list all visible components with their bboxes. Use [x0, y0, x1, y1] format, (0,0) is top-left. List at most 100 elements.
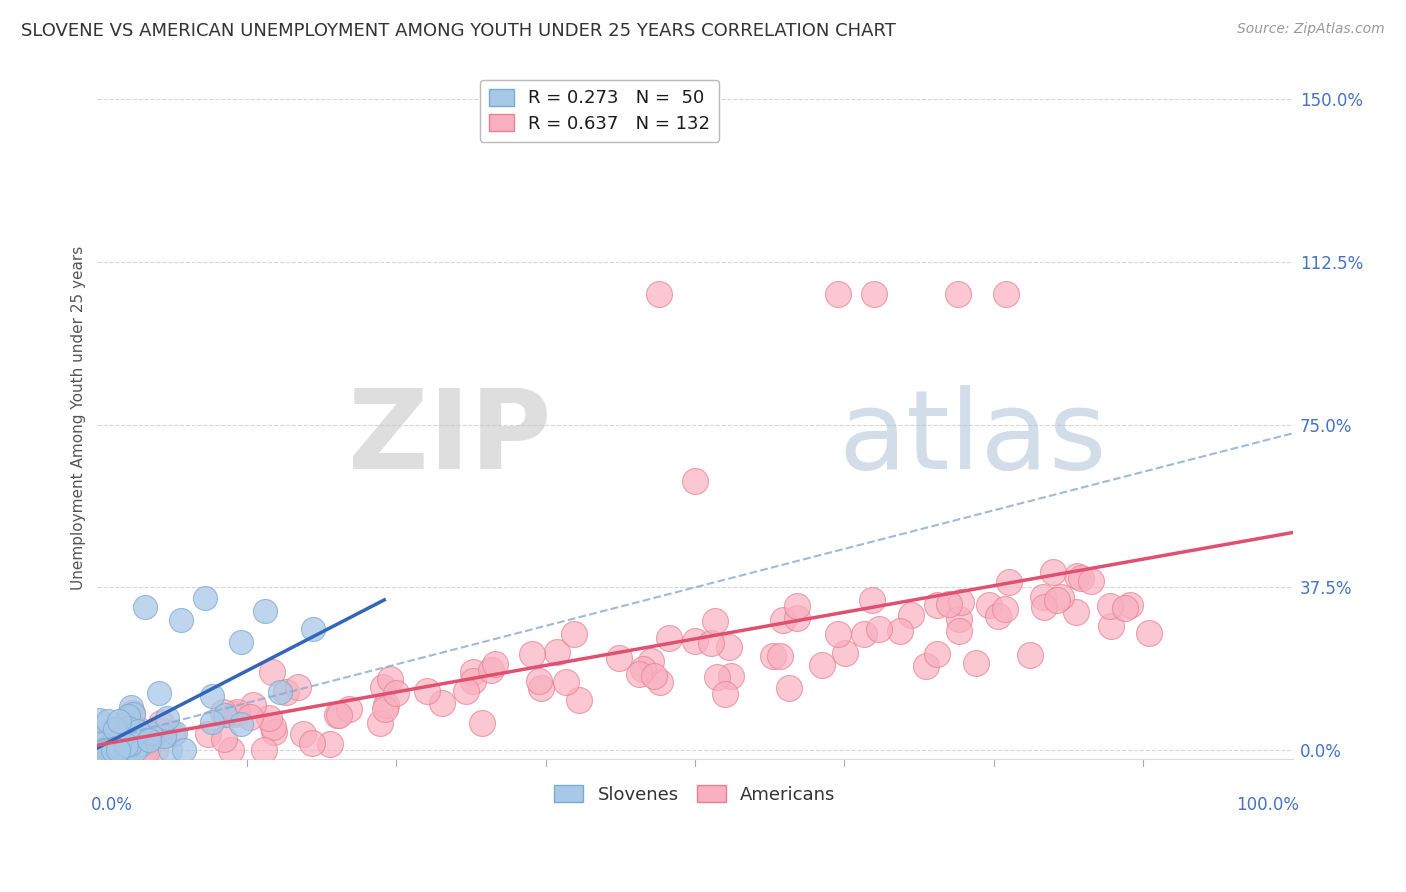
Point: [416, 684, 439, 698]
Point: [827, 287, 849, 301]
Point: [479, 664, 502, 678]
Point: [714, 687, 737, 701]
Point: [110, 743, 132, 757]
Point: [212, 731, 235, 746]
Point: [631, 662, 654, 676]
Point: [301, 736, 323, 750]
Point: [108, 740, 131, 755]
Text: Source: ZipAtlas.com: Source: ZipAtlas.com: [1237, 22, 1385, 37]
Point: [927, 598, 949, 612]
Point: [648, 287, 671, 301]
Point: [520, 647, 543, 661]
Point: [115, 743, 138, 757]
Point: [127, 724, 149, 739]
Point: [101, 737, 124, 751]
Point: [118, 738, 141, 752]
Point: [683, 633, 706, 648]
Point: [141, 730, 163, 744]
Point: [889, 624, 911, 638]
Text: 0.0%: 0.0%: [91, 797, 134, 814]
Legend: Slovenes, Americans: Slovenes, Americans: [547, 778, 842, 811]
Point: [98, 743, 121, 757]
Text: SLOVENE VS AMERICAN UNEMPLOYMENT AMONG YOUTH UNDER 25 YEARS CORRELATION CHART: SLOVENE VS AMERICAN UNEMPLOYMENT AMONG Y…: [21, 22, 896, 40]
Point: [101, 743, 124, 757]
Point: [139, 726, 162, 740]
Point: [720, 669, 742, 683]
Point: [1064, 606, 1087, 620]
Point: [118, 743, 141, 757]
Point: [326, 707, 349, 722]
Point: [827, 626, 849, 640]
Point: [97, 743, 120, 757]
Point: [987, 609, 1010, 624]
Point: [811, 657, 834, 672]
Point: [287, 680, 309, 694]
Point: [124, 741, 146, 756]
Point: [90, 733, 112, 747]
Point: [385, 686, 408, 700]
Point: [1033, 599, 1056, 614]
Point: [242, 698, 264, 712]
Point: [224, 706, 246, 721]
Point: [107, 723, 129, 737]
Point: [197, 726, 219, 740]
Point: [948, 612, 970, 626]
Point: [90, 738, 112, 752]
Point: [950, 595, 973, 609]
Point: [328, 708, 350, 723]
Point: [863, 287, 886, 301]
Point: [772, 614, 794, 628]
Point: [120, 700, 142, 714]
Point: [762, 648, 785, 663]
Point: [374, 698, 396, 713]
Point: [1032, 591, 1054, 605]
Point: [159, 743, 181, 757]
Point: [1099, 619, 1122, 633]
Point: [201, 689, 224, 703]
Point: [103, 739, 125, 754]
Point: [461, 674, 484, 689]
Point: [90, 743, 112, 757]
Point: [643, 668, 665, 682]
Point: [1046, 593, 1069, 607]
Point: [706, 670, 728, 684]
Point: [568, 693, 591, 707]
Text: atlas: atlas: [838, 385, 1107, 492]
Text: ZIP: ZIP: [349, 385, 551, 492]
Point: [274, 685, 297, 699]
Point: [173, 743, 195, 757]
Point: [915, 658, 938, 673]
Point: [211, 705, 233, 719]
Point: [239, 710, 262, 724]
Point: [471, 715, 494, 730]
Point: [165, 726, 187, 740]
Point: [156, 711, 179, 725]
Point: [135, 743, 157, 757]
Point: [226, 706, 249, 720]
Point: [124, 730, 146, 744]
Point: [111, 721, 134, 735]
Point: [1098, 599, 1121, 613]
Point: [104, 723, 127, 737]
Point: [977, 598, 1000, 612]
Point: [965, 656, 987, 670]
Point: [107, 743, 129, 757]
Point: [160, 727, 183, 741]
Point: [128, 723, 150, 737]
Point: [562, 626, 585, 640]
Point: [927, 647, 949, 661]
Point: [134, 599, 156, 614]
Point: [371, 680, 394, 694]
Point: [319, 737, 342, 751]
Point: [148, 686, 170, 700]
Point: [640, 654, 662, 668]
Point: [778, 681, 800, 695]
Point: [101, 737, 124, 751]
Point: [658, 632, 681, 646]
Point: [115, 743, 138, 757]
Point: [1050, 590, 1073, 604]
Point: [150, 716, 173, 731]
Point: [378, 672, 401, 686]
Point: [101, 734, 124, 748]
Point: [786, 599, 808, 614]
